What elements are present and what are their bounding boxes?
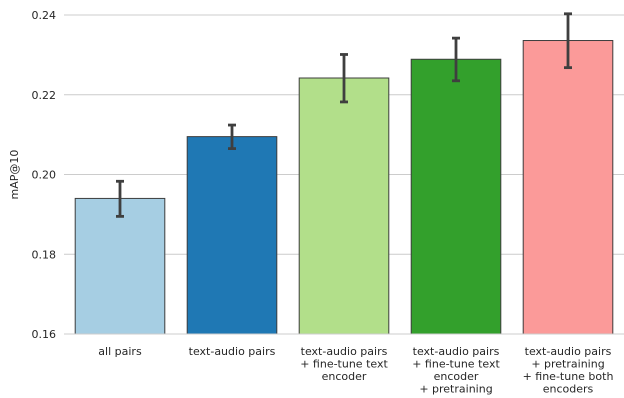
x-tick-label: text-audio pairs <box>189 345 276 358</box>
y-axis-ticks: 0.16 0.18 0.20 0.22 0.24 <box>32 9 57 341</box>
y-tick-label: 0.20 <box>32 169 57 182</box>
error-bar <box>228 123 236 150</box>
x-tick-label-line: text-audio pairs <box>413 345 500 358</box>
y-tick-label: 0.24 <box>32 9 57 22</box>
y-tick-label: 0.18 <box>32 248 57 261</box>
bar <box>522 40 614 335</box>
y-tick-label: 0.16 <box>32 328 57 341</box>
y-tick-label: 0.22 <box>32 89 57 102</box>
x-tick-label-line: text-audio pairs <box>189 345 276 358</box>
x-tick-label-line: + pretraining <box>419 383 492 396</box>
x-tick-label-line: + pretraining <box>531 358 604 371</box>
x-tick-label-line: + fine-tune text <box>412 358 500 371</box>
bar <box>298 77 390 335</box>
x-tick-label: text-audio pairs + fine-tune text encoder <box>300 345 388 383</box>
x-tick-label-line: + fine-tune both <box>523 370 614 383</box>
x-tick-label-line: encoder <box>434 370 479 383</box>
x-axis-ticks: all pairs text-audio pairs text-audio pair… <box>98 345 613 396</box>
error-bar <box>116 179 124 218</box>
x-tick-label-line: text-audio pairs <box>301 345 388 358</box>
y-axis-label: mAP@10 <box>8 150 21 200</box>
x-tick-label: text-audio pairs + pretraining + fine-tune… <box>523 345 614 396</box>
error-bar <box>564 12 572 70</box>
x-tick-label-line: + fine-tune text <box>300 358 388 371</box>
x-tick-label-line: encoders <box>543 383 594 396</box>
x-tick-label-line: all pairs <box>98 345 142 358</box>
error-bar <box>340 53 348 104</box>
x-tick-label-line: encoder <box>322 370 367 383</box>
x-tick-label: all pairs <box>98 345 142 358</box>
x-tick-label: text-audio pairs + fine-tune text encoder +… <box>412 345 500 396</box>
bar <box>186 136 278 335</box>
bar <box>74 197 166 335</box>
bar <box>410 58 502 335</box>
bars <box>74 40 614 335</box>
error-bars <box>116 12 572 218</box>
error-bar <box>452 36 460 83</box>
x-tick-label-line: text-audio pairs <box>525 345 612 358</box>
